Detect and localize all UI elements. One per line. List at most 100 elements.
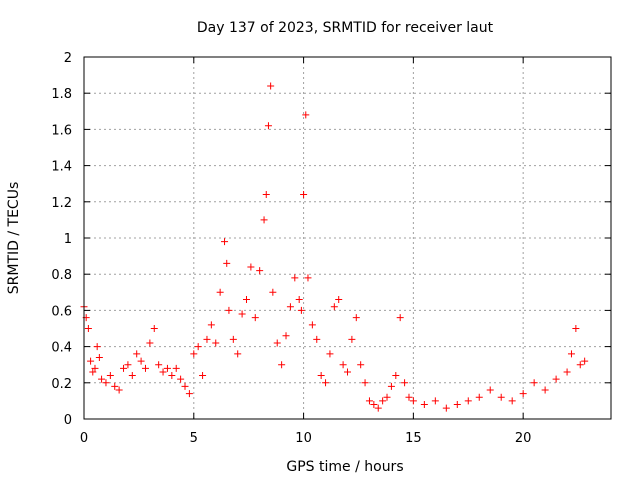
y-tick-label: 0.4 bbox=[51, 341, 72, 356]
data-point bbox=[335, 296, 343, 304]
grid-lines bbox=[84, 57, 611, 419]
data-point bbox=[475, 393, 483, 401]
data-point bbox=[396, 314, 404, 322]
data-point bbox=[300, 191, 308, 199]
data-point bbox=[297, 306, 305, 314]
data-point bbox=[530, 379, 538, 387]
data-point bbox=[168, 372, 176, 380]
data-point bbox=[84, 325, 92, 332]
data-point bbox=[302, 111, 310, 119]
data-point bbox=[541, 386, 549, 394]
y-tick-label: 1 bbox=[64, 232, 72, 247]
data-point bbox=[102, 379, 110, 387]
data-point bbox=[177, 375, 185, 383]
data-point bbox=[431, 397, 439, 405]
data-point bbox=[581, 357, 589, 365]
data-point bbox=[251, 314, 259, 322]
data-point bbox=[216, 288, 224, 296]
data-point bbox=[567, 350, 575, 358]
data-point bbox=[273, 339, 281, 347]
data-point bbox=[172, 364, 180, 372]
data-point bbox=[379, 397, 387, 405]
data-point bbox=[91, 364, 99, 372]
x-tick-label: 15 bbox=[405, 431, 422, 446]
y-tick-label: 1.8 bbox=[51, 87, 72, 102]
data-points bbox=[80, 82, 589, 412]
data-point bbox=[190, 350, 198, 358]
data-point bbox=[278, 361, 286, 369]
data-point bbox=[106, 372, 114, 380]
data-point bbox=[357, 361, 365, 369]
y-tick-label: 1.2 bbox=[51, 196, 72, 211]
data-point bbox=[344, 368, 351, 376]
data-point bbox=[365, 397, 373, 405]
data-point bbox=[313, 335, 321, 343]
data-point bbox=[260, 216, 268, 224]
y-axis-label: SRMTID / TECUs bbox=[6, 182, 22, 295]
data-point bbox=[163, 364, 171, 372]
data-point bbox=[93, 343, 101, 351]
data-point bbox=[159, 368, 167, 376]
data-point bbox=[194, 343, 202, 351]
data-point bbox=[420, 401, 428, 409]
data-point bbox=[128, 372, 136, 380]
data-point bbox=[383, 393, 391, 401]
data-point bbox=[229, 335, 237, 343]
data-point bbox=[282, 332, 290, 340]
data-point bbox=[392, 372, 400, 380]
data-point bbox=[576, 361, 584, 369]
data-point bbox=[291, 274, 299, 282]
data-point bbox=[133, 350, 141, 358]
y-tick-label: 2 bbox=[64, 51, 72, 66]
y-tick-label: 0.2 bbox=[51, 377, 72, 392]
y-tick-label: 0.6 bbox=[51, 304, 72, 319]
data-point bbox=[304, 274, 312, 282]
x-tick-label: 0 bbox=[80, 431, 88, 446]
data-point bbox=[212, 339, 220, 347]
data-point bbox=[308, 321, 316, 329]
data-point bbox=[137, 357, 145, 365]
data-point bbox=[267, 82, 275, 90]
data-point bbox=[387, 382, 395, 390]
data-point bbox=[264, 122, 272, 130]
y-tick-label: 0 bbox=[64, 413, 72, 428]
data-point bbox=[370, 401, 378, 409]
data-point bbox=[572, 325, 580, 332]
x-tick-label: 5 bbox=[190, 431, 198, 446]
data-point bbox=[361, 379, 369, 387]
data-point bbox=[519, 390, 527, 398]
data-point bbox=[348, 335, 356, 343]
data-point bbox=[150, 325, 158, 332]
data-point bbox=[286, 303, 294, 311]
data-point bbox=[155, 361, 163, 369]
data-point bbox=[87, 357, 95, 365]
data-point bbox=[203, 335, 211, 343]
y-tick-label: 1.6 bbox=[51, 123, 72, 138]
data-point bbox=[256, 267, 264, 275]
data-point bbox=[242, 296, 250, 304]
data-point bbox=[269, 288, 277, 296]
data-point bbox=[181, 382, 189, 390]
data-point bbox=[223, 259, 231, 267]
data-point bbox=[115, 386, 123, 394]
data-point bbox=[221, 238, 229, 246]
axis-ticks: 00.20.40.60.811.21.41.61.820 5 10 15 20 bbox=[51, 51, 611, 446]
data-point bbox=[563, 368, 571, 376]
data-point bbox=[326, 350, 334, 358]
data-point bbox=[374, 404, 382, 412]
data-point bbox=[146, 339, 154, 347]
data-point bbox=[453, 401, 461, 409]
data-point bbox=[317, 372, 325, 380]
data-point bbox=[339, 361, 347, 369]
data-point bbox=[89, 368, 97, 376]
data-point bbox=[141, 364, 149, 372]
data-point bbox=[401, 379, 409, 387]
data-point bbox=[352, 314, 360, 322]
data-point bbox=[95, 353, 103, 361]
data-point bbox=[295, 296, 303, 304]
data-point bbox=[185, 390, 193, 398]
x-tick-label: 20 bbox=[515, 431, 532, 446]
data-point bbox=[405, 393, 413, 401]
